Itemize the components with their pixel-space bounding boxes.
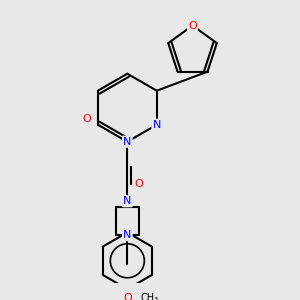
Text: O: O xyxy=(82,114,91,124)
Text: O: O xyxy=(123,292,132,300)
Text: O: O xyxy=(188,20,197,31)
Text: N: N xyxy=(153,120,161,130)
Text: O: O xyxy=(134,179,143,189)
Text: CH₃: CH₃ xyxy=(140,292,158,300)
Text: N: N xyxy=(123,230,131,240)
Text: N: N xyxy=(123,137,131,147)
Text: N: N xyxy=(123,196,131,206)
